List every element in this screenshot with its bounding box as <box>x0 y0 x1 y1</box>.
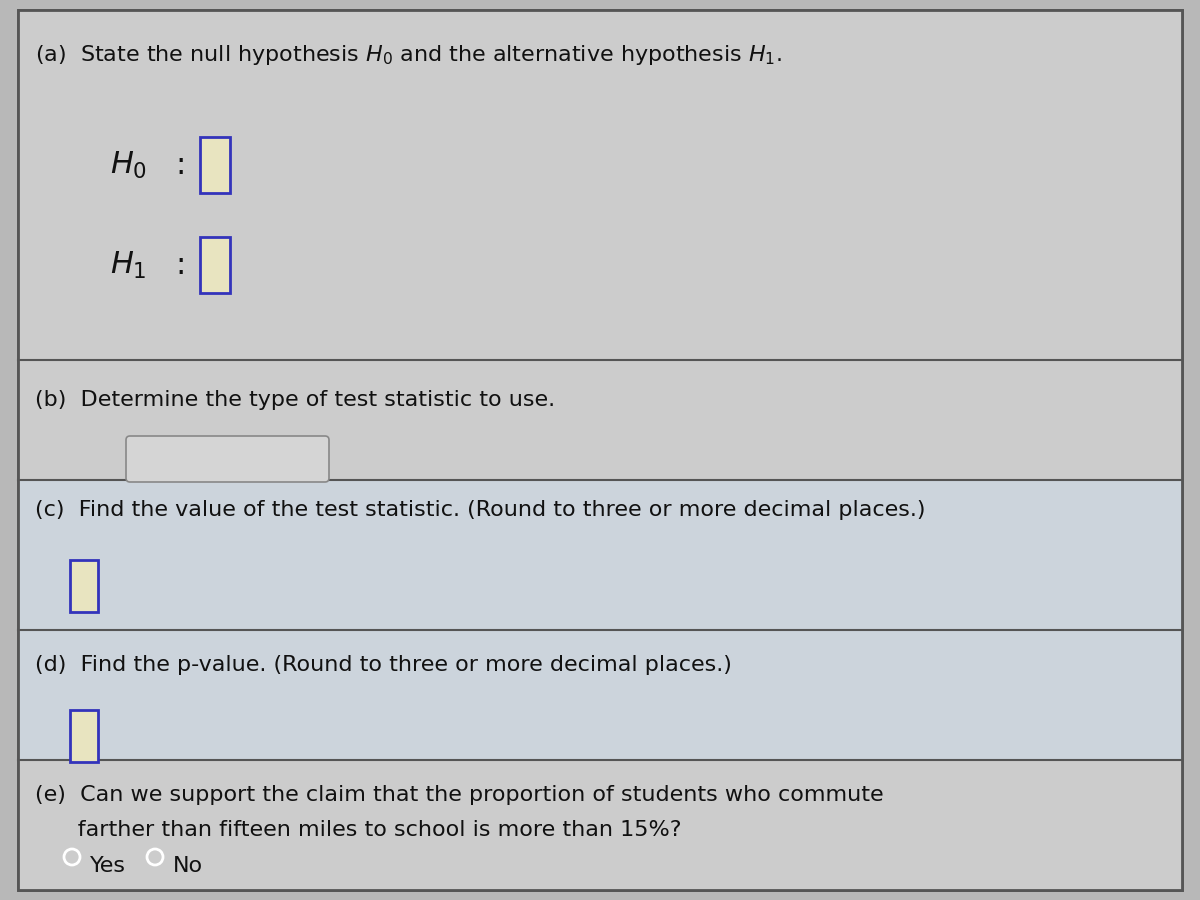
Bar <box>18 760 1182 890</box>
Text: (b)  Determine the type of test statistic to use.: (b) Determine the type of test statistic… <box>35 390 556 410</box>
Bar <box>18 360 1182 480</box>
Bar <box>18 10 1182 360</box>
Text: (Choose one)  ▾: (Choose one) ▾ <box>146 449 308 469</box>
Text: (c)  Find the value of the test statistic. (Round to three or more decimal place: (c) Find the value of the test statistic… <box>35 500 925 520</box>
Bar <box>200 237 230 293</box>
Bar <box>70 560 98 612</box>
Bar <box>18 630 1182 760</box>
Text: (e)  Can we support the claim that the proportion of students who commute: (e) Can we support the claim that the pr… <box>35 785 883 805</box>
Text: :: : <box>175 250 185 280</box>
Text: No: No <box>173 856 203 876</box>
Text: Yes: Yes <box>90 856 126 876</box>
FancyBboxPatch shape <box>126 436 329 482</box>
Text: farther than fifteen miles to school is more than 15%?: farther than fifteen miles to school is … <box>35 820 682 840</box>
Bar <box>70 710 98 762</box>
Bar <box>200 137 230 193</box>
Bar <box>18 480 1182 630</box>
Text: (a)  State the null hypothesis $H_0$ and the alternative hypothesis $H_1$.: (a) State the null hypothesis $H_0$ and … <box>35 43 782 67</box>
Text: :: : <box>175 150 185 179</box>
Text: $H_0$: $H_0$ <box>110 149 148 181</box>
Text: (d)  Find the p-value. (Round to three or more decimal places.): (d) Find the p-value. (Round to three or… <box>35 655 732 675</box>
Text: $H_1$: $H_1$ <box>110 249 146 281</box>
